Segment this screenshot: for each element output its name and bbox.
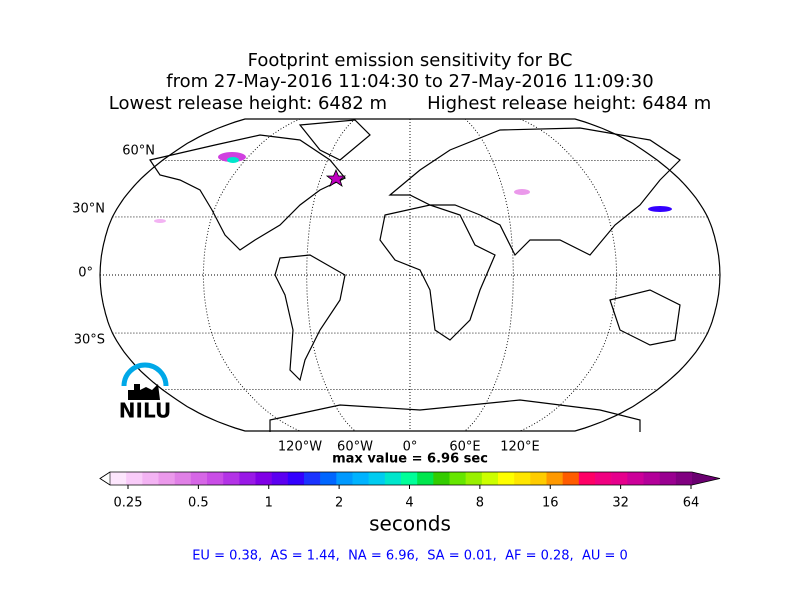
eurasia [388,127,681,257]
colorbar-segment [368,472,386,485]
colorbar-segment [142,472,159,485]
latitude-label: 60°N [122,144,155,159]
colorbar-segment [239,472,256,485]
longitude-label: 60°W [337,440,373,455]
colorbar-tick-label: 1 [265,496,273,511]
colorbar-segment [675,472,693,485]
release-site [325,168,347,187]
footprint-spot [218,152,246,162]
greenland [298,119,371,161]
colorbar-tick-label: 4 [405,496,413,511]
colorbar-segment [401,472,418,485]
max-value: max value = 6.96 sec [332,452,488,467]
antarctica [269,399,641,432]
title-line: Footprint emission sensitivity for BC [248,50,573,71]
colorbar-segment [255,472,272,485]
colorbar-segment [611,472,628,485]
footprint-spot [154,219,166,223]
colorbar-segment [384,472,402,485]
colorbar-segment [643,472,660,485]
longitude-label: 120°E [500,440,540,455]
colorbar-segment [417,472,434,485]
colorbar-segment [595,472,612,485]
meridian [519,118,618,432]
colorbar-tick-label: 8 [476,496,484,511]
colorbar-segment [126,472,143,485]
colorbar-segment [498,472,515,485]
colorbar-segment [174,472,192,485]
colorbar-segment [562,472,580,485]
region-summary: EU = 0.38, AS = 1.44, NA = 6.96, SA = 0.… [192,549,628,564]
colorbar-segment [304,472,321,485]
colorbar-label: seconds [369,512,451,536]
colorbar-segment [530,472,547,485]
colorbar-under [99,471,111,486]
colorbar-segment [578,472,596,485]
footprint-spot [227,157,239,163]
graticule [100,118,720,432]
colorbar-tick-label: 64 [683,496,700,511]
colorbar: 0.25 0.5 1 2 4 8 16 32 64 [99,471,721,511]
colorbar-segment [465,472,483,485]
colorbar-segment [190,472,208,485]
logo: NILU [119,362,171,423]
colorbar-segment [514,472,531,485]
footprint-spot [648,206,672,212]
map [99,118,721,432]
africa [379,204,496,341]
meridian [202,118,301,432]
colorbar-segment [449,472,466,485]
latitude-label: 30°N [72,202,105,217]
latitude-label: 0° [78,266,93,281]
colorbar-tick-label: 16 [542,496,559,511]
colorbar-segment [481,472,499,485]
colorbar-segment [223,472,240,485]
colorbar-segment [271,472,289,485]
longitude-label: 0° [403,440,418,455]
colorbar-segment [627,472,644,485]
longitude-label: 120°W [278,440,322,455]
colorbar-segment [207,472,224,485]
title-line: from 27-May-2016 11:04:30 to 27-May-2016… [166,71,653,92]
logo-skyline [128,384,160,400]
colorbar-segment [158,472,175,485]
colorbar-frame [99,471,721,486]
longitude-label: 60°E [449,440,480,455]
title-line: Lowest release height: 6482 m Highest re… [109,93,712,114]
colorbar-tick-label: 0.5 [188,496,209,511]
colorbar-tick-label: 2 [335,496,343,511]
colorbar-tick-label: 0.25 [114,496,143,511]
south-america [274,254,346,382]
australia [609,289,681,346]
latitude-label: 30°S [74,333,105,348]
colorbar-segment [352,472,369,485]
colorbar-segment [336,472,353,485]
map-border [99,118,721,432]
colorbar-segment [110,472,127,485]
colorbar-segment [433,472,450,485]
colorbar-segment [287,472,305,485]
colorbar-segment [659,472,677,485]
footprint [154,152,672,223]
logo-text: NILU [119,399,171,423]
colorbar-segment [320,472,337,485]
footprint-spot [514,189,530,195]
north-america [149,134,346,251]
logo-arc [121,362,169,387]
colorbar-tick-label: 32 [612,496,629,511]
colorbar-over [692,472,720,485]
colorbar-segment [546,472,563,485]
